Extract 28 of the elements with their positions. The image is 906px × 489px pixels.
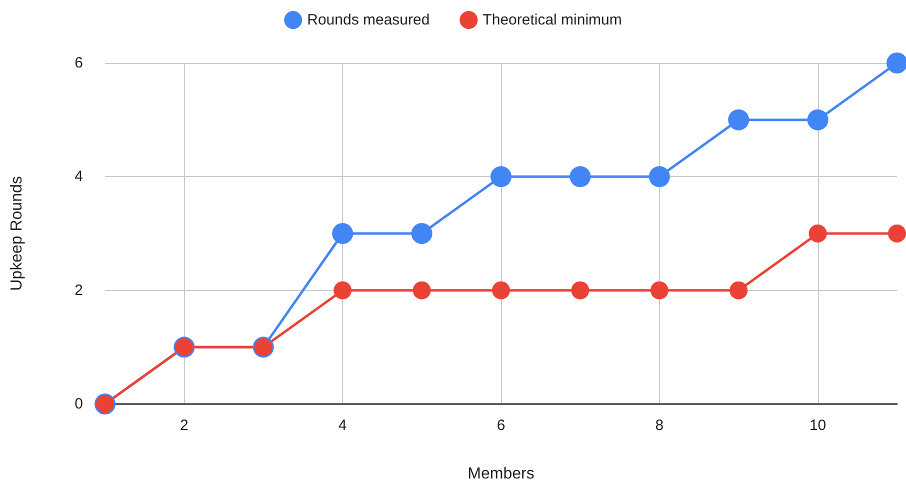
legend-label: Rounds measured	[307, 12, 430, 28]
x-tick-label: 4	[338, 417, 347, 434]
point	[648, 166, 670, 188]
y-tick-label: 0	[74, 396, 83, 412]
point	[808, 224, 827, 242]
x-tick-label: 8	[655, 417, 664, 434]
point	[730, 281, 748, 300]
x-tick-label: 6	[496, 417, 506, 434]
x-tick-label: 2	[180, 417, 188, 434]
legend-label: Theoretical minimum	[482, 12, 622, 28]
y-axis-title: Upkeep Rounds	[8, 176, 26, 291]
point	[332, 223, 354, 244]
y-tick-label: 4	[74, 168, 83, 186]
point	[334, 281, 352, 300]
point	[492, 281, 510, 300]
x-tick-label: 10	[809, 417, 826, 434]
point	[571, 281, 590, 300]
point	[650, 281, 668, 300]
point	[412, 281, 431, 300]
point	[728, 109, 750, 130]
point	[490, 166, 512, 188]
x-axis-title: Members	[468, 466, 534, 482]
y-tick-label: 2	[74, 282, 83, 299]
point	[888, 224, 906, 242]
point	[807, 109, 828, 130]
point	[411, 223, 432, 244]
y-tick-label: 6	[74, 54, 83, 72]
point	[570, 166, 591, 188]
